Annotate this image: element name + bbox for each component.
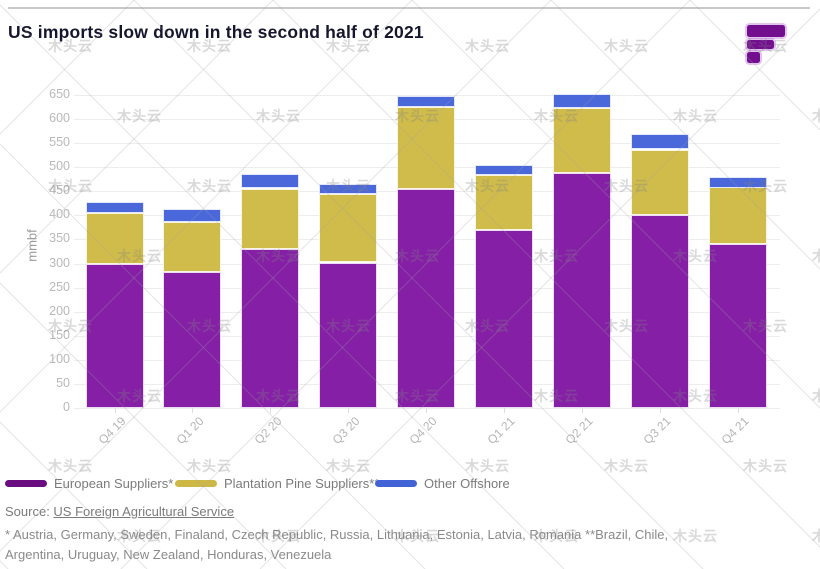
x-tick [738, 408, 739, 413]
legend-label-european: European Suppliers* [54, 476, 174, 491]
legend-swatch-other-offshore [375, 480, 417, 487]
y-tick-label: 350 [49, 231, 70, 245]
bar-segment-q2-20-s2 [241, 174, 299, 188]
source-label: Source: [5, 504, 54, 519]
logo-bar-middle [747, 40, 774, 49]
bar-segment-q1-20-s1 [163, 222, 221, 272]
x-tick [270, 408, 271, 413]
logo-bar-bottom [747, 52, 760, 63]
bar-segment-q3-20-s2 [319, 184, 377, 194]
legend-swatch-european [5, 480, 47, 487]
x-tick-label: Q4 19 [95, 414, 129, 448]
bar-segment-q4-20-s2 [397, 96, 455, 107]
bar-segment-q3-21-s1 [631, 150, 689, 215]
x-tick-label: Q2 21 [562, 414, 596, 448]
bar-segment-q2-20-s0 [241, 249, 299, 408]
bar-segment-q4-20-s1 [397, 107, 455, 189]
x-tick-label: Q3 21 [640, 414, 674, 448]
x-tick [426, 408, 427, 413]
x-tick [115, 408, 116, 413]
x-tick [504, 408, 505, 413]
bar-segment-q3-21-s2 [631, 134, 689, 149]
bar-segment-q1-20-s0 [163, 272, 221, 408]
gridline [74, 95, 780, 96]
gridline [74, 408, 780, 409]
chart-legend: European Suppliers* Plantation Pine Supp… [0, 476, 820, 492]
source-line: Source: US Foreign Agricultural Service [5, 504, 815, 525]
x-tick-label: Q4 21 [718, 414, 752, 448]
legend-item-other-offshore: Other Offshore [375, 476, 510, 491]
y-tick-label: 600 [49, 111, 70, 125]
y-tick-label: 400 [49, 207, 70, 221]
legend-item-european: European Suppliers* [5, 476, 173, 491]
footnote-line-2: Argentina, Uruguay, New Zealand, Hondura… [5, 547, 332, 562]
bar-segment-q2-21-s2 [553, 94, 611, 108]
bar-segment-q4-19-s1 [86, 213, 144, 264]
x-tick-label: Q3 20 [329, 414, 363, 448]
y-tick-label: 650 [49, 87, 70, 101]
bar-segment-q2-21-s0 [553, 173, 611, 408]
x-tick-label: Q4 20 [406, 414, 441, 448]
legend-item-plantation-pine: Plantation Pine Suppliers** [175, 476, 379, 491]
footer: Source: US Foreign Agricultural Service … [5, 504, 815, 565]
y-tick-label: 0 [63, 400, 70, 414]
bar-segment-q4-21-s1 [709, 187, 767, 244]
x-tick-label: Q1 21 [484, 414, 518, 448]
footnote-line-1: * Austria, Germany, Sweden, Finaland, Cz… [5, 527, 669, 542]
bar-segment-q3-20-s1 [319, 194, 377, 262]
y-tick-label: 200 [49, 304, 70, 318]
bar-segment-q1-20-s2 [163, 209, 221, 222]
y-tick-label: 550 [49, 135, 70, 149]
bar-segment-q2-21-s1 [553, 108, 611, 173]
bar-segment-q3-20-s0 [319, 263, 377, 408]
x-tick [348, 408, 349, 413]
x-tick [660, 408, 661, 413]
fastmarkets-logo-icon [747, 25, 787, 63]
y-tick-label: 150 [49, 328, 70, 342]
bar-segment-q4-20-s0 [397, 189, 455, 408]
x-tick [582, 408, 583, 413]
legend-label-plantation-pine: Plantation Pine Suppliers** [224, 476, 380, 491]
bar-segment-q2-20-s1 [241, 189, 299, 249]
bar-segment-q4-21-s2 [709, 177, 767, 188]
bar-segment-q1-21-s2 [475, 165, 533, 175]
y-tick-label: 50 [56, 376, 70, 390]
bar-segment-q3-21-s0 [631, 215, 689, 408]
x-tick [192, 408, 193, 413]
bar-segment-q4-21-s0 [709, 244, 767, 408]
bar-segment-q1-21-s0 [475, 230, 533, 408]
x-tick-label: Q2 20 [251, 414, 285, 448]
y-tick-label: 450 [49, 183, 70, 197]
logo-bar-top [747, 25, 785, 37]
y-tick-label: 500 [49, 159, 70, 173]
legend-swatch-plantation-pine [175, 480, 217, 487]
top-divider [8, 7, 810, 9]
bar-segment-q4-19-s0 [86, 264, 144, 408]
stacked-bar-chart: mmbf 0 50 100 150 200 250 300 350 400 450 500 550 60… [25, 87, 780, 448]
source-link[interactable]: US Foreign Agricultural Service [53, 504, 235, 519]
bar-segment-q1-21-s1 [475, 175, 533, 230]
y-tick-label: 250 [49, 280, 70, 294]
y-tick-label: 100 [49, 352, 70, 366]
y-tick-label: 300 [49, 256, 70, 270]
x-tick-label: Q1 20 [173, 414, 207, 448]
page-title: US imports slow down in the second half … [8, 22, 424, 42]
legend-label-other-offshore: Other Offshore [424, 476, 510, 491]
bar-segment-q4-19-s2 [86, 202, 144, 213]
